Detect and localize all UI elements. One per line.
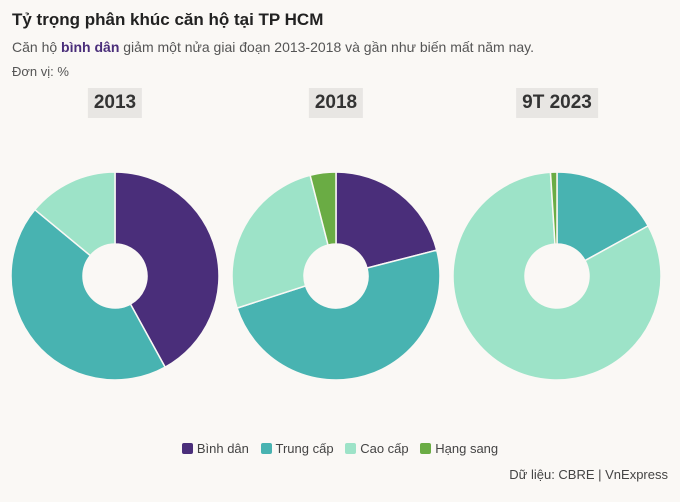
legend-swatch [420, 443, 432, 454]
legend-item-cao-cap: Cao cấp [345, 441, 409, 456]
pie-title-2023: 9T 2023 [516, 88, 598, 118]
unit-label: Đơn vị: % [12, 64, 69, 79]
subtitle-pre: Căn hộ [12, 39, 62, 55]
slice-2018-3 [309, 171, 337, 246]
slice-2018-1 [236, 249, 441, 381]
slice-2013-2 [33, 171, 116, 257]
legend-item-binh-dan: Bình dân [181, 441, 249, 456]
chart-subtitle: Căn hộ bình dân giảm một nửa giai đoạn 2… [12, 39, 534, 55]
slice-2018-0 [335, 171, 438, 269]
legend-swatch [181, 443, 193, 454]
legend-item-trung-cap: Trung cấp [260, 441, 334, 456]
chart-title: Tỷ trọng phân khúc căn hộ tại TP HCM [12, 10, 324, 29]
legend: Bình dân Trung cấp Cao cấp Hạng sang [0, 441, 680, 456]
legend-item-hang-sang: Hạng sang [420, 441, 498, 456]
slice-2018-2 [231, 174, 329, 310]
pie-title-2018: 2018 [308, 88, 364, 118]
legend-swatch [345, 443, 357, 454]
slice-2013-1 [10, 208, 167, 381]
slice-9T2023-3 [549, 171, 558, 245]
subtitle-post: giảm một nửa giai đoạn 2013-2018 và gần … [119, 39, 535, 55]
source-note: Dữ liệu: CBRE | VnExpress [509, 467, 668, 482]
slice-9T2023-1 [556, 171, 650, 262]
slice-9T2023-2 [452, 171, 662, 381]
subtitle-bold: bình dân [61, 39, 120, 55]
legend-swatch [260, 443, 272, 454]
slice-2013-0 [114, 171, 220, 369]
pie-title-2013: 2013 [87, 88, 143, 118]
